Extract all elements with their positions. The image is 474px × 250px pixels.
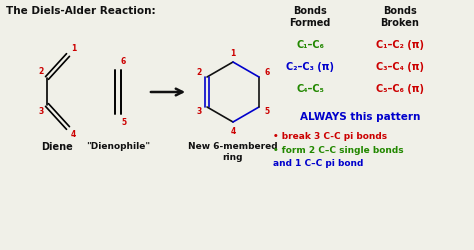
- Text: New 6-membered
ring: New 6-membered ring: [188, 142, 278, 162]
- Text: C₅–C₆ (π): C₅–C₆ (π): [376, 84, 424, 94]
- Text: • form 2 C–C single bonds: • form 2 C–C single bonds: [273, 146, 404, 155]
- Text: 3: 3: [197, 107, 202, 116]
- Text: 2: 2: [197, 68, 202, 77]
- Text: Bonds
Formed: Bonds Formed: [289, 6, 331, 28]
- Text: 1: 1: [230, 48, 236, 58]
- Text: 2: 2: [39, 67, 44, 76]
- Text: The Diels-Alder Reaction:: The Diels-Alder Reaction:: [6, 6, 155, 16]
- Text: • break 3 C-C pi bonds: • break 3 C-C pi bonds: [273, 132, 387, 141]
- Text: 6: 6: [121, 57, 126, 66]
- Text: and 1 C–C pi bond: and 1 C–C pi bond: [273, 159, 364, 168]
- Text: C₂–C₃ (π): C₂–C₃ (π): [286, 62, 334, 72]
- Text: 3: 3: [39, 107, 44, 116]
- Text: Bonds
Broken: Bonds Broken: [381, 6, 419, 28]
- Text: 4: 4: [71, 130, 76, 139]
- Text: 6: 6: [264, 68, 269, 77]
- Text: 1: 1: [71, 44, 76, 53]
- Text: ALWAYS this pattern: ALWAYS this pattern: [300, 112, 420, 122]
- Text: 4: 4: [230, 126, 236, 136]
- Text: C₁–C₂ (π): C₁–C₂ (π): [376, 40, 424, 50]
- Text: Diene: Diene: [41, 142, 73, 152]
- Text: C₁–C₆: C₁–C₆: [296, 40, 324, 50]
- Text: 5: 5: [121, 118, 126, 127]
- Text: "Dienophile": "Dienophile": [86, 142, 150, 151]
- Text: C₃–C₄ (π): C₃–C₄ (π): [376, 62, 424, 72]
- Text: C₄–C₅: C₄–C₅: [296, 84, 324, 94]
- Text: 5: 5: [264, 107, 269, 116]
